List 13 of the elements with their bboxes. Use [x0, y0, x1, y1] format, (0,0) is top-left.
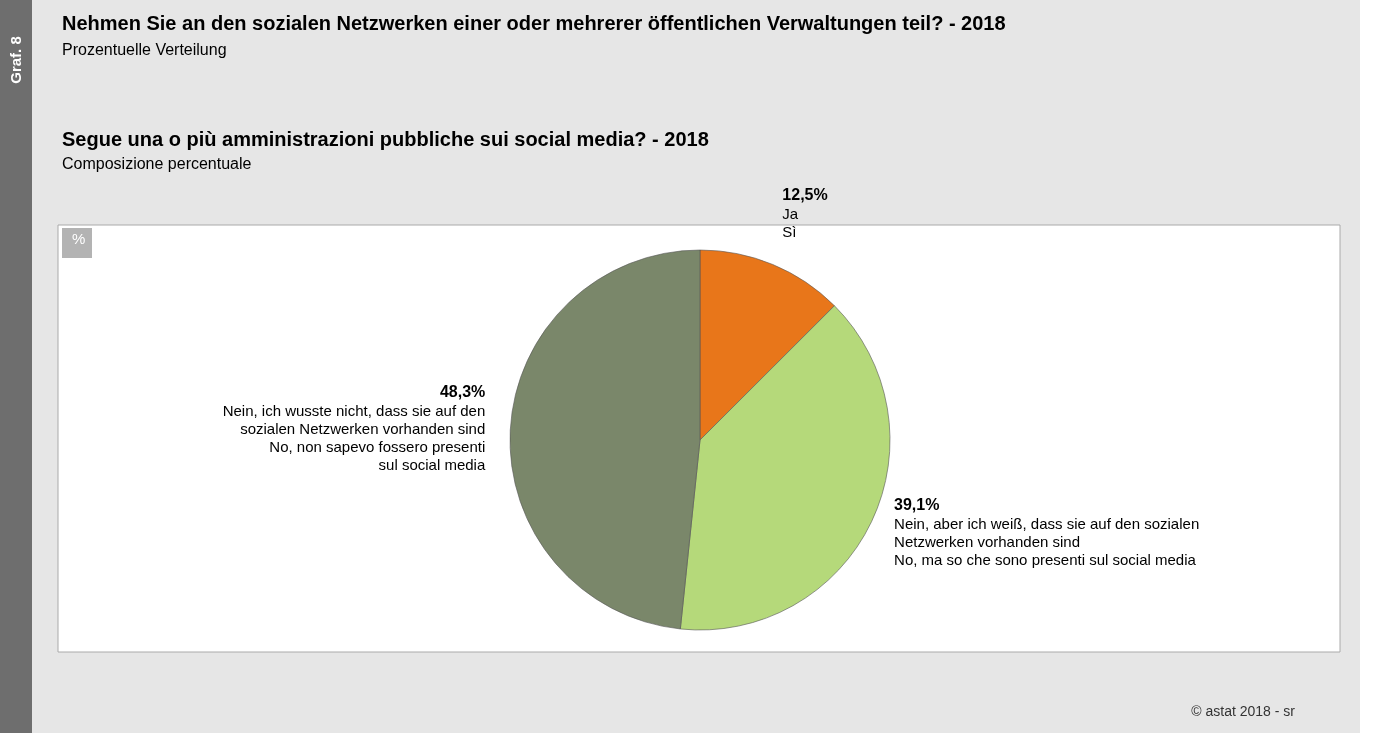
data-label: 12,5%: [782, 186, 828, 204]
text: © astat 2018 - sr: [1191, 703, 1296, 719]
text: Composizione percentuale: [62, 155, 252, 172]
chart-subtitle: Prozentuelle Verteilung: [62, 41, 227, 58]
text: Segue una o più amministrazioni pubbliche sui social media? - 2018: [62, 128, 709, 150]
data-label: 39,1%: [894, 495, 940, 513]
slice-label: Nein, ich wusste nicht, dass sie auf den sozialen Netzwerken vorhanden sind No, non sapevo fossero presenti sul social media: [222, 401, 486, 473]
slice-label: Nein, aber ich weiß, dass sie auf den sozialen Netzwerken vorhanden sind No, ma so che sono presenti sul social media: [894, 514, 1200, 568]
data-label: 48,3%: [439, 382, 486, 400]
text: %: [72, 230, 86, 247]
text: Graf. 8: [7, 36, 24, 84]
chart-title: Nehmen Sie an den sozialen Netzwerken einer oder mehrerer öffentlichen Verwaltungen teil? - 2018: [62, 12, 1006, 34]
slice-label: Ja Sì: [782, 205, 799, 241]
